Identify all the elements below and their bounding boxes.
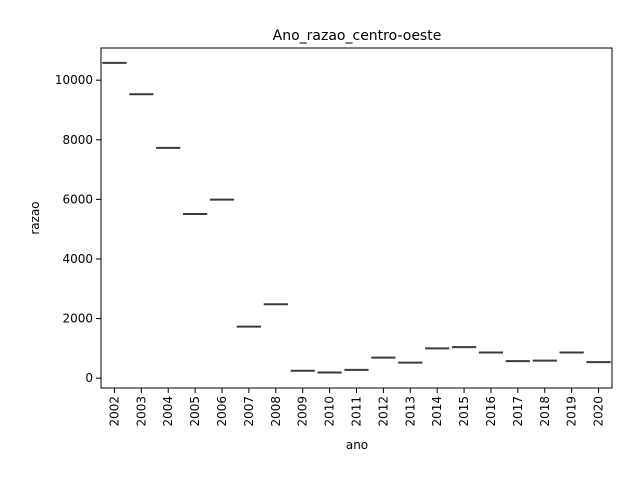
y-tick-label: 4000 [62,252,93,266]
y-tick-label: 8000 [62,133,93,147]
x-tick-label: 2004 [161,396,175,427]
x-tick-label: 2014 [430,396,444,427]
y-tick-label: 10000 [55,73,93,87]
x-tick-label: 2002 [107,396,121,427]
x-tick-label: 2017 [511,396,525,427]
chart-title: Ano_razao_centro-oeste [273,28,442,44]
x-tick-label: 2010 [323,396,337,427]
x-axis-label: ano [346,438,368,452]
x-tick-label: 2015 [457,396,471,427]
x-tick-label: 2007 [242,396,256,427]
plot-marks [102,61,611,374]
y-axis-label: razao [28,201,42,234]
x-axis-ticks: 2002 2003 2004 2005 2006 2007 2008 2009 2010 2011… [107,388,606,427]
x-tick-label: 2005 [188,396,202,427]
y-tick-label: 6000 [62,192,93,206]
x-tick-label: 2020 [592,396,606,427]
x-tick-label: 2013 [403,396,417,427]
x-tick-label: 2003 [134,396,148,427]
x-tick-label: 2019 [565,396,579,427]
x-tick-label: 2011 [350,396,364,427]
plot-frame [100,47,613,389]
y-tick-label: 2000 [62,312,93,326]
y-tick-label: 0 [85,371,93,385]
x-tick-label: 2012 [376,396,390,427]
x-tick-label: 2016 [484,396,498,427]
x-tick-label: 2018 [538,396,552,427]
x-tick-label: 2009 [296,396,310,427]
x-tick-label: 2008 [269,396,283,427]
x-tick-label: 2006 [215,396,229,427]
y-axis-ticks: 0 2000 4000 6000 8000 10000 [55,73,101,385]
